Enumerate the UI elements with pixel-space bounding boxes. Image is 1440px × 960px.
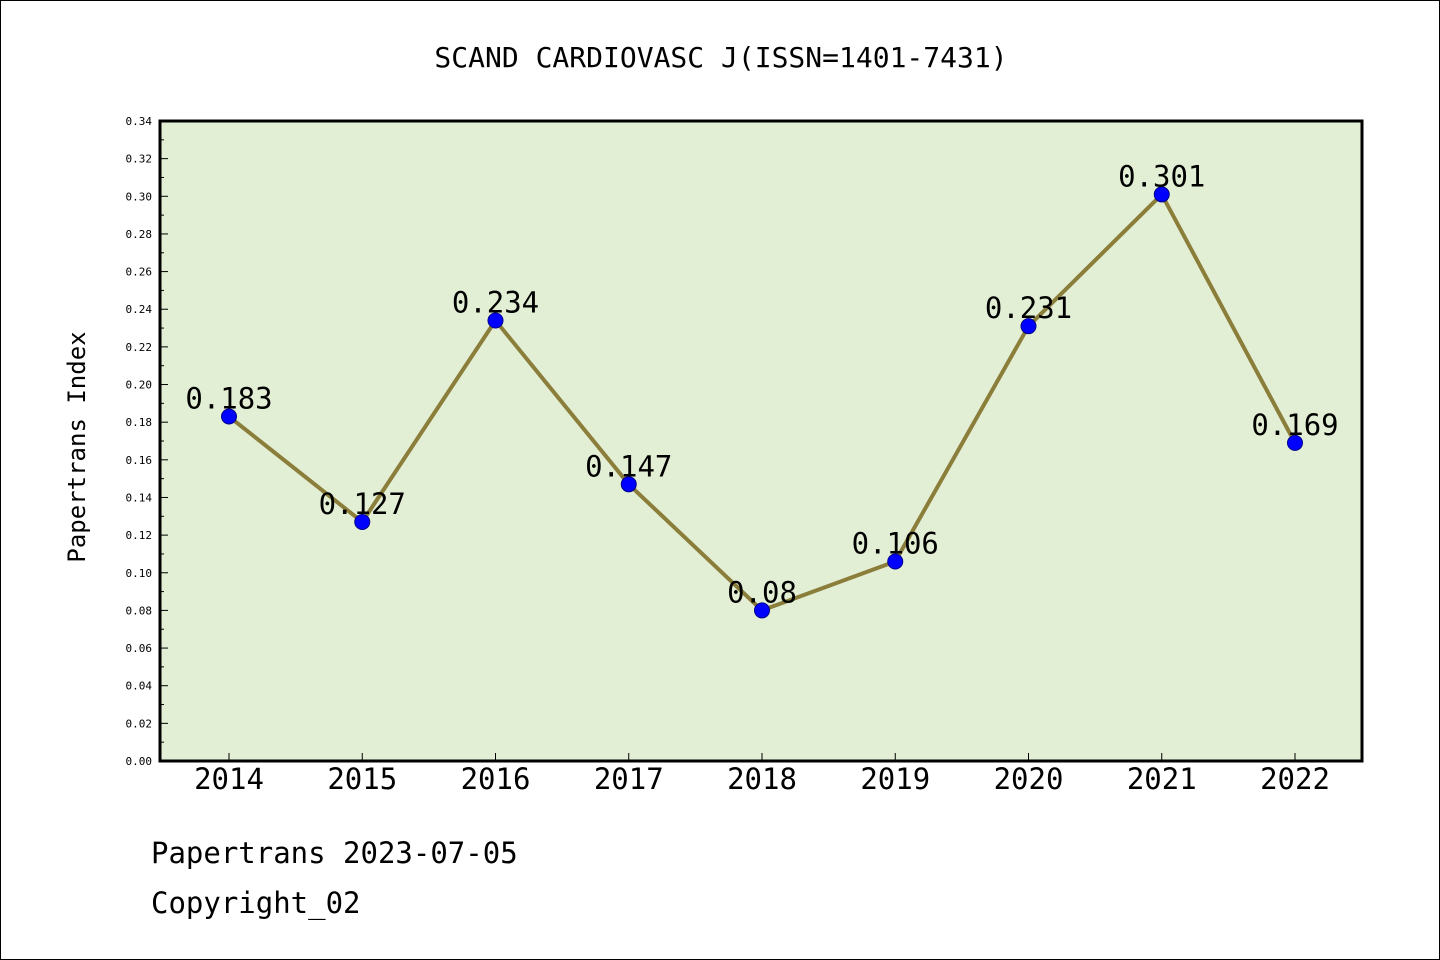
data-point (221, 408, 237, 425)
y-tick-label: 0.06 (126, 642, 153, 655)
data-point (1153, 186, 1170, 203)
data-point (620, 476, 637, 493)
y-tick-label: 0.08 (126, 604, 153, 617)
plot-area (158, 119, 1364, 763)
x-tick-label: 2017 (594, 762, 664, 796)
data-labels: 0.183 0.127 0.234 0.147 0.08 0.106 0.231 0.301 0… (185, 159, 1338, 609)
x-tick-label: 2020 (994, 762, 1064, 796)
y-tick-label: 0.12 (126, 529, 153, 542)
data-label: 0.08 (727, 575, 797, 609)
y-tick-label: 0.32 (126, 153, 153, 166)
data-label: 0.183 (185, 382, 272, 416)
chart-title: SCAND CARDIOVASC J(ISSN=1401-7431) (434, 41, 1007, 74)
data-label: 0.231 (985, 291, 1072, 325)
y-tick-label: 0.00 (126, 755, 153, 768)
data-point (1287, 434, 1303, 451)
x-tick-label: 2022 (1260, 762, 1330, 796)
y-tick-label: 0.22 (126, 341, 153, 354)
y-tick-label: 0.02 (126, 717, 153, 730)
data-point (754, 602, 770, 619)
y-tick-label: 0.30 (126, 190, 153, 203)
data-label: 0.169 (1251, 408, 1338, 442)
y-axis-label: Papertrans Index (63, 331, 91, 562)
data-point (487, 312, 504, 329)
x-tick-label: 2019 (860, 762, 930, 796)
y-tick-label: 0.34 (126, 115, 153, 128)
data-points (221, 186, 1303, 619)
data-label: 0.127 (319, 487, 406, 521)
y-tick-label: 0.24 (126, 303, 153, 316)
data-label: 0.301 (1118, 159, 1205, 193)
data-point (1020, 318, 1037, 335)
x-tick-label: 2014 (194, 762, 264, 796)
x-tick-label: 2015 (327, 762, 397, 796)
data-label: 0.147 (585, 449, 672, 483)
y-tick-label: 0.28 (126, 228, 153, 241)
y-axis-ticks: 0.00 0.02 0.04 0.06 0.08 0.10 0.12 0.14 0.16 0.18… (126, 115, 168, 768)
x-tick-label: 2016 (461, 762, 531, 796)
data-label: 0.234 (452, 286, 539, 320)
data-point (354, 513, 371, 530)
copyright-text: Copyright_02 (151, 886, 361, 920)
x-tick-label: 2018 (727, 762, 797, 796)
y-tick-label: 0.16 (126, 454, 153, 467)
y-tick-label: 0.18 (126, 416, 153, 429)
source-date-text: Papertrans 2023-07-05 (151, 836, 518, 870)
y-tick-label: 0.04 (126, 680, 153, 693)
x-axis-ticks: 2014 2015 2016 2017 2018 2019 2020 2021 2022 (194, 753, 1330, 796)
y-tick-label: 0.14 (126, 491, 153, 504)
x-tick-label: 2021 (1127, 762, 1197, 796)
y-tick-label: 0.20 (126, 379, 153, 392)
data-label: 0.106 (852, 526, 939, 560)
y-tick-label: 0.10 (126, 567, 153, 580)
data-point (887, 553, 904, 570)
y-tick-label: 0.26 (126, 266, 153, 279)
